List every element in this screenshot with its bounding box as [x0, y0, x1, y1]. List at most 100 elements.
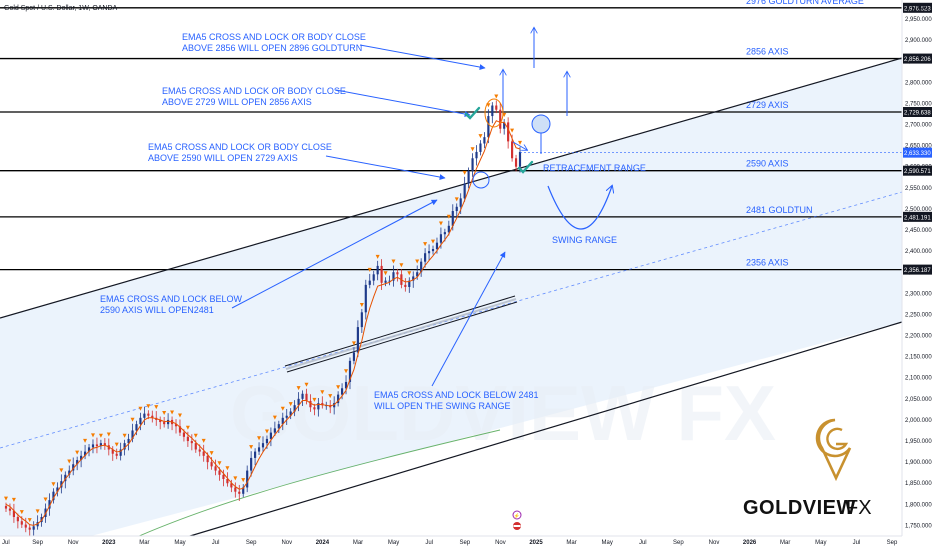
candle-body	[80, 455, 83, 461]
candle-body	[487, 116, 490, 138]
x-tick-label: Nov	[495, 540, 506, 546]
event-bolt-glyph: ⚡	[514, 513, 520, 520]
x-tick-label: Jul	[212, 540, 220, 546]
entry-circle	[472, 171, 490, 189]
candle-body	[230, 483, 233, 488]
candle-body	[257, 447, 261, 452]
level-price-tag	[903, 165, 932, 176]
candle-body	[301, 393, 304, 399]
level-label: 2481 GOLDTUN	[746, 205, 813, 215]
swing-marker	[170, 410, 175, 415]
level-price-tag	[903, 264, 932, 275]
symbol-title: Gold Spot / U.S. Dollar, 1W, OANDA	[4, 5, 118, 12]
candle-body	[60, 481, 63, 488]
swing-marker	[98, 433, 103, 438]
swing-marker	[320, 390, 325, 395]
y-tick-label: 1,950.000	[905, 439, 932, 445]
swing-marker	[336, 385, 341, 390]
swing-marker	[35, 509, 40, 514]
candle-body	[420, 261, 423, 273]
candle-body	[194, 443, 197, 450]
candle-body	[416, 272, 419, 277]
candle-body	[234, 487, 237, 492]
candle-body	[368, 280, 371, 285]
y-tick-label: 2,750.000	[905, 101, 932, 107]
swing-marker	[233, 476, 238, 481]
candle-body	[340, 388, 344, 395]
swing-marker	[249, 445, 254, 450]
candle-body	[475, 151, 478, 159]
swing-marker	[27, 518, 32, 523]
candle-body	[435, 242, 439, 250]
candle-body	[151, 415, 154, 418]
x-tick-label: Nov	[68, 540, 79, 546]
candle-body	[95, 444, 99, 447]
candle-body	[174, 424, 178, 427]
swing-marker	[312, 397, 317, 402]
candle-body	[459, 198, 462, 207]
candle-body	[147, 413, 150, 416]
candle-body	[376, 265, 379, 275]
swing-marker	[272, 415, 277, 420]
candle-body	[32, 526, 35, 530]
current-price-tag-text: 2,633.330	[904, 151, 931, 157]
candle-body	[123, 443, 126, 450]
candle-body	[511, 141, 514, 159]
x-tick-label: Jul	[853, 540, 861, 546]
swing-marker	[518, 140, 522, 145]
swing-marker	[146, 404, 151, 409]
annotation-text: RETRACEMENT RANGE	[543, 163, 646, 173]
band-line-fill	[285, 298, 517, 370]
candle-body	[392, 272, 395, 281]
level-label: 2856 AXIS	[746, 47, 789, 57]
candle-body	[344, 381, 348, 389]
y-tick-label: 2,100.000	[905, 376, 932, 382]
candle-body	[360, 312, 363, 328]
swing-marker	[114, 442, 119, 447]
level-price-tag	[903, 106, 932, 117]
channel-fill	[0, 58, 902, 550]
y-tick-label: 2,950.000	[905, 17, 932, 23]
swing-marker	[225, 466, 230, 471]
swing-marker	[19, 510, 24, 515]
level-label: 2729 AXIS	[746, 100, 789, 110]
swing-marker	[438, 221, 443, 226]
swing-range-curve	[547, 186, 612, 230]
candle-body	[455, 206, 458, 212]
swing-marker	[67, 459, 72, 464]
x-tick-label: May	[388, 540, 399, 546]
long-ma-line	[129, 429, 501, 541]
candle-body	[281, 417, 284, 425]
x-tick-label: 2024	[316, 540, 330, 546]
swing-marker	[407, 271, 412, 276]
swing-marker	[454, 197, 459, 202]
candle-body	[507, 122, 510, 142]
swing-marker	[4, 496, 8, 501]
candle-body	[495, 105, 498, 110]
band-line-upper	[284, 295, 516, 367]
candle-body	[388, 280, 391, 282]
check-mark-icon	[517, 160, 534, 174]
x-tick-label: Nov	[709, 540, 720, 546]
candle-body	[514, 158, 518, 167]
x-tick-label: Mar	[780, 540, 790, 546]
level-price-tag-text: 2,481.191	[904, 215, 931, 221]
candle-body	[431, 249, 435, 252]
price-axis-panel	[902, 0, 932, 550]
y-tick-label: 2,450.000	[905, 228, 932, 234]
candle-body	[364, 284, 367, 313]
candle-body	[127, 438, 130, 444]
top-circle	[484, 98, 504, 128]
candle-body	[28, 527, 31, 530]
candle-body	[321, 403, 324, 406]
event-flag-stripe	[513, 525, 521, 527]
swing-marker	[154, 405, 159, 410]
channel-mid-line	[0, 191, 903, 449]
swing-marker	[391, 259, 396, 264]
level-price-tag-text: 2,356.187	[904, 268, 931, 274]
candle-body	[186, 436, 189, 442]
candle-body	[198, 449, 201, 452]
swing-marker	[288, 402, 293, 407]
